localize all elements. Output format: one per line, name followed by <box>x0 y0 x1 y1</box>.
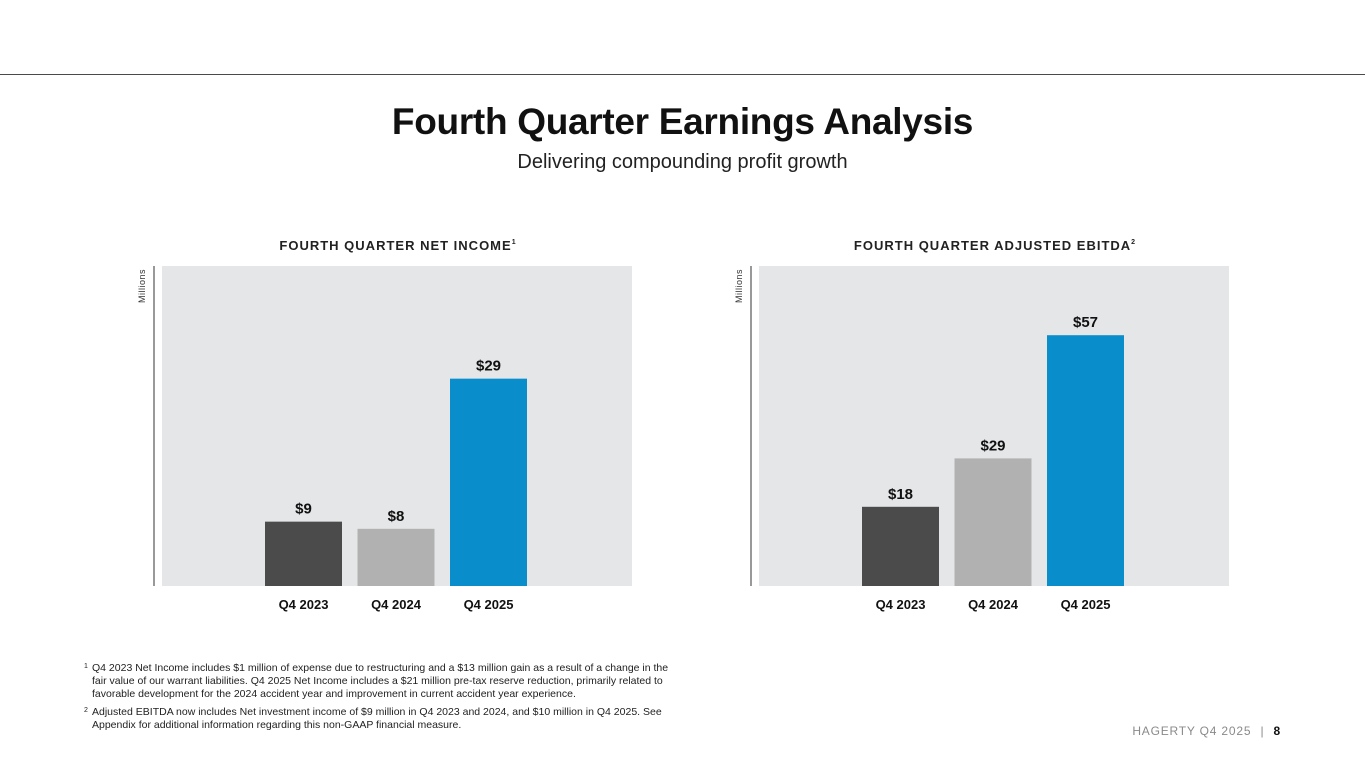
page-subtitle: Delivering compounding profit growth <box>517 151 848 173</box>
header-divider <box>0 74 1365 75</box>
x-tick-label: Q4 2025 <box>464 597 514 612</box>
data-label: $8 <box>388 508 405 525</box>
chart-title: FOURTH QUARTER ADJUSTED EBITDA2 <box>717 238 1272 253</box>
bar-q4-2023 <box>862 506 939 586</box>
data-label: $18 <box>888 486 913 503</box>
net-income-chart-svg: Millions $9 Q4 2023 $8 Q4 2024 $29 Q4 2025 <box>137 266 632 612</box>
x-tick-label: Q4 2024 <box>968 597 1019 612</box>
data-label: $29 <box>980 437 1005 454</box>
chart-title: FOURTH QUARTER NET INCOME1 <box>120 238 675 253</box>
chart-title-footnote-ref: 1 <box>511 239 516 246</box>
footnotes: 1 Q4 2023 Net Income includes $1 million… <box>84 662 674 737</box>
footer-brand: HAGERTY <box>1132 724 1196 738</box>
chart-title-footnote-ref: 2 <box>1131 239 1136 246</box>
y-axis-label: Millions <box>734 269 744 303</box>
footer-separator: | <box>1260 724 1265 738</box>
x-tick-label: Q4 2023 <box>279 597 329 612</box>
data-label: $29 <box>476 358 501 375</box>
footnote-1: 1 Q4 2023 Net Income includes $1 million… <box>84 662 674 701</box>
bar-q4-2025 <box>1047 335 1124 586</box>
y-axis-label: Millions <box>137 269 147 303</box>
bar-q4-2024 <box>954 458 1032 586</box>
page-footer: HAGERTY Q4 2025 | 8 <box>1132 724 1281 738</box>
x-tick-label: Q4 2023 <box>876 597 926 612</box>
chart-title-text: FOURTH QUARTER NET INCOME <box>279 238 512 253</box>
footnote-2: 2 Adjusted EBITDA now includes Net inves… <box>84 706 674 732</box>
bar-q4-2023 <box>265 521 342 586</box>
page-number: 8 <box>1273 724 1281 738</box>
data-label: $57 <box>1073 314 1098 331</box>
data-label: $9 <box>295 501 312 518</box>
x-tick-label: Q4 2024 <box>371 597 422 612</box>
footnote-mark: 1 <box>84 663 88 670</box>
net-income-chart: FOURTH QUARTER NET INCOME1 Millions $9 Q4 … <box>120 230 680 620</box>
adjusted-ebitda-chart-svg: Millions $18 Q4 2023 $29 Q4 2024 $57 Q4 2025 <box>734 266 1229 612</box>
footer-period: Q4 2025 <box>1199 724 1252 738</box>
chart-title-text: FOURTH QUARTER ADJUSTED EBITDA <box>853 238 1132 253</box>
bar-q4-2024 <box>357 528 435 586</box>
bar-q4-2025 <box>450 378 527 586</box>
page-title: Fourth Quarter Earnings Analysis <box>391 101 974 142</box>
footnote-text: Adjusted EBITDA now includes Net investm… <box>92 706 662 731</box>
x-tick-label: Q4 2025 <box>1061 597 1111 612</box>
footnote-mark: 2 <box>84 707 88 714</box>
adjusted-ebitda-chart: FOURTH QUARTER ADJUSTED EBITDA2 Millions… <box>717 230 1277 620</box>
footnote-text: Q4 2023 Net Income includes $1 million o… <box>92 662 669 700</box>
